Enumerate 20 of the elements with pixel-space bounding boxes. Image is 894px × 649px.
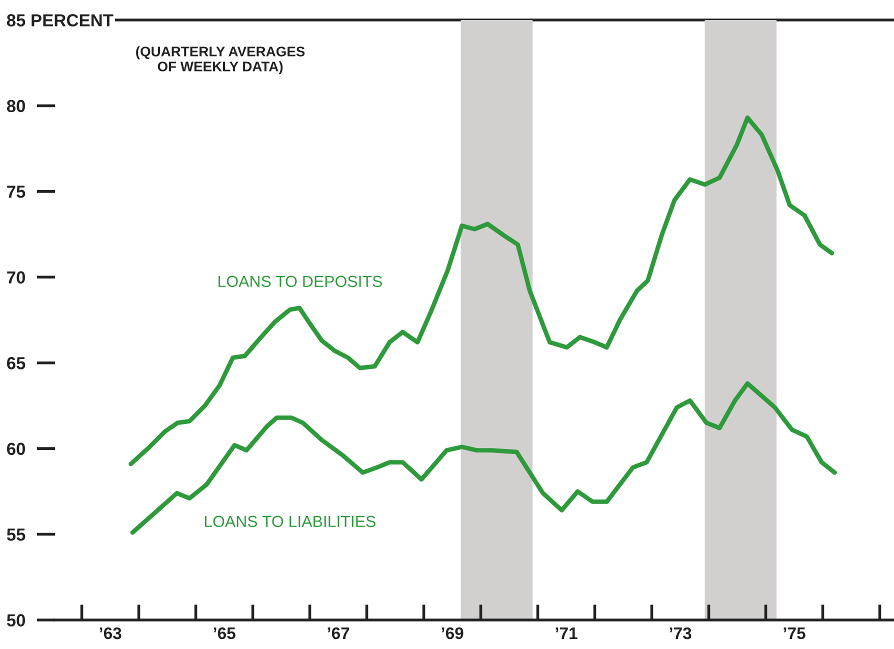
x-tick-label: ’71 — [556, 628, 578, 640]
x-tick-label: ’65 — [214, 627, 236, 640]
y-tick-label: 70 — [7, 271, 25, 284]
x-tick-label: ’73 — [670, 627, 692, 640]
y-tick-label: 60 — [7, 442, 25, 456]
y-tick-label: 85 PERCENT — [6, 14, 114, 26]
y-tick-label: 55 — [6, 528, 26, 541]
series-label: LOANS TO DEPOSITS — [218, 276, 382, 288]
y-tick-label: 65 — [7, 357, 26, 370]
x-tick-label: ’75 — [784, 628, 806, 640]
y-tick-label: 50 — [6, 614, 25, 626]
y-tick-label: 80 — [6, 100, 25, 112]
x-tick-label: ’67 — [328, 627, 350, 640]
x-tick-label: ’63 — [100, 627, 122, 640]
x-tick-label: ’69 — [442, 627, 464, 640]
line-series — [130, 381, 837, 535]
y-tick-label: 75 — [7, 186, 26, 198]
series-label: LOANS TO LIABILITIES — [204, 516, 376, 528]
annotation: (QUARTERLY AVERAGES OF WEEKLY DATA) — [136, 46, 305, 74]
line-series — [128, 115, 834, 466]
